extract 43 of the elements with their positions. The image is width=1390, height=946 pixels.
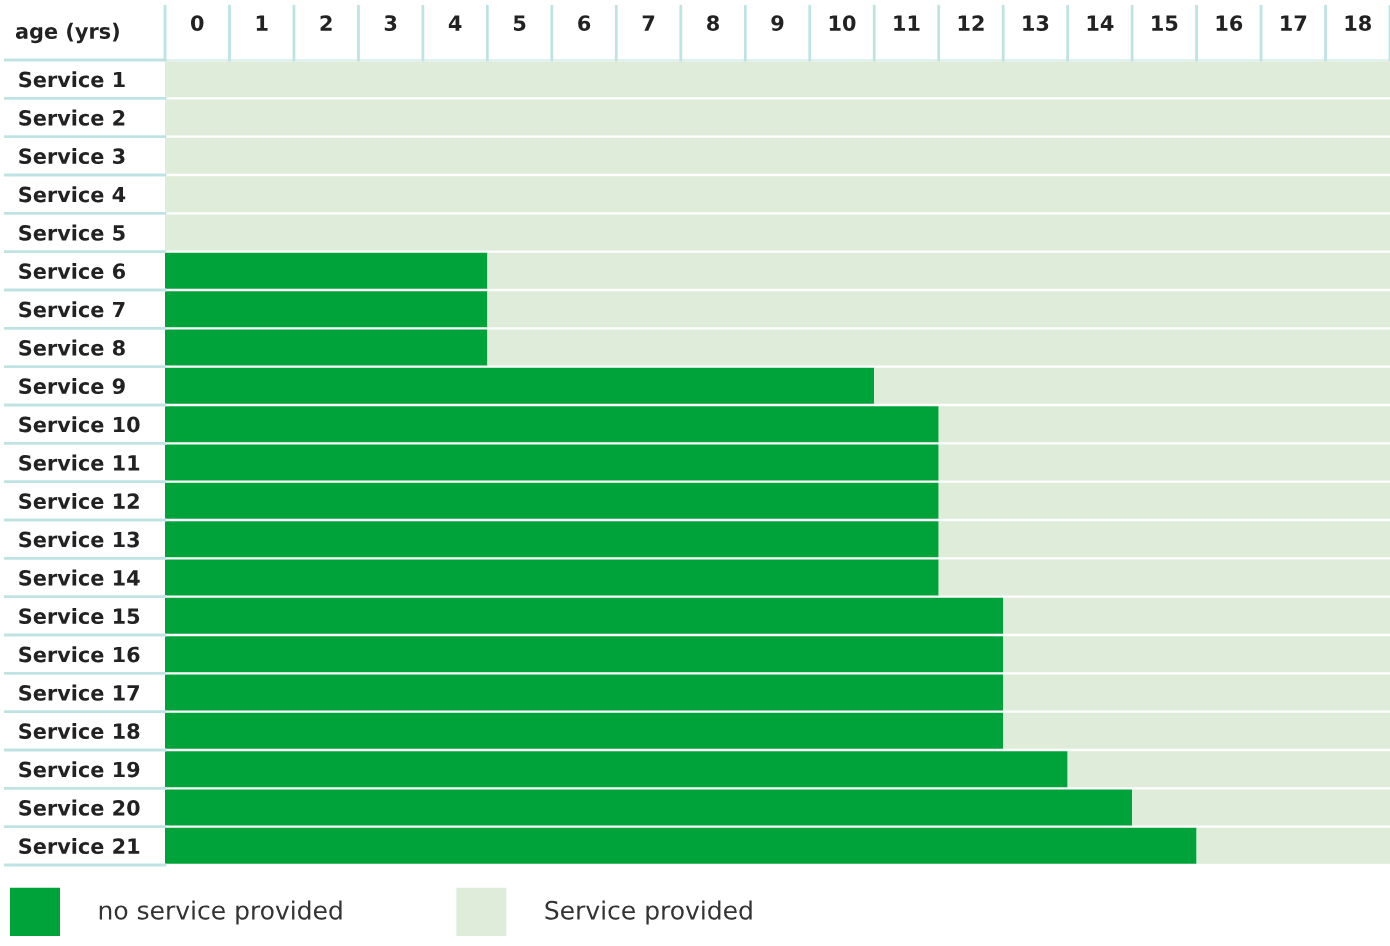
y-tick-label: Service 21 <box>19 837 140 855</box>
y-tick-label: Service 7 <box>19 301 125 318</box>
y-tick-label: Service 5 <box>19 224 125 241</box>
y-tick-label: Service 3 <box>19 147 125 165</box>
x-tick-label: 4 <box>448 15 462 31</box>
x-axis-title: age (yrs) <box>15 22 119 44</box>
y-tick-label: Service 4 <box>19 186 126 203</box>
x-tick-label: 9 <box>771 15 784 31</box>
x-tick-label: 10 <box>829 15 856 31</box>
y-tick-label: Service 12 <box>19 492 139 510</box>
x-tick-label: 2 <box>320 15 332 31</box>
x-tick-label: 12 <box>958 15 984 31</box>
x-tick-label: 17 <box>1281 15 1307 31</box>
y-tick-label: Service 14 <box>19 569 140 586</box>
y-tick-label: Service 11 <box>19 454 140 471</box>
y-tick-label: Service 19 <box>19 761 140 778</box>
legend-label: no service provided <box>99 900 342 925</box>
y-tick-label: Service 13 <box>19 531 139 548</box>
x-tick-label: 16 <box>1216 15 1243 31</box>
legend-label: Service provided <box>545 900 752 925</box>
x-tick-label: 13 <box>1023 15 1049 31</box>
y-tick-label: Service 2 <box>19 109 125 126</box>
x-tick-label: 18 <box>1345 15 1371 31</box>
x-tick-label: 15 <box>1152 15 1178 31</box>
y-tick-label: Service 15 <box>19 607 140 625</box>
y-tick-label: Service 1 <box>19 71 125 88</box>
x-tick-label: 1 <box>256 15 268 31</box>
x-tick-label: 5 <box>513 15 526 31</box>
y-tick-label: Service 20 <box>19 799 140 816</box>
y-tick-label: Service 10 <box>19 416 140 433</box>
y-tick-label: Service 17 <box>19 684 139 701</box>
x-tick-label: 6 <box>578 15 591 31</box>
x-tick-label: 14 <box>1087 15 1114 31</box>
y-tick-label: Service 8 <box>19 339 125 356</box>
x-tick-label: 0 <box>190 15 204 31</box>
y-tick-label: Service 16 <box>19 646 140 663</box>
x-tick-label: 11 <box>894 15 920 31</box>
y-tick-label: Service 6 <box>19 262 126 280</box>
x-tick-label: 7 <box>642 15 655 31</box>
y-tick-label: Service 18 <box>19 722 140 740</box>
x-tick-label: 3 <box>384 15 397 31</box>
x-tick-label: 8 <box>707 15 719 31</box>
y-tick-label: Service 9 <box>19 377 125 395</box>
